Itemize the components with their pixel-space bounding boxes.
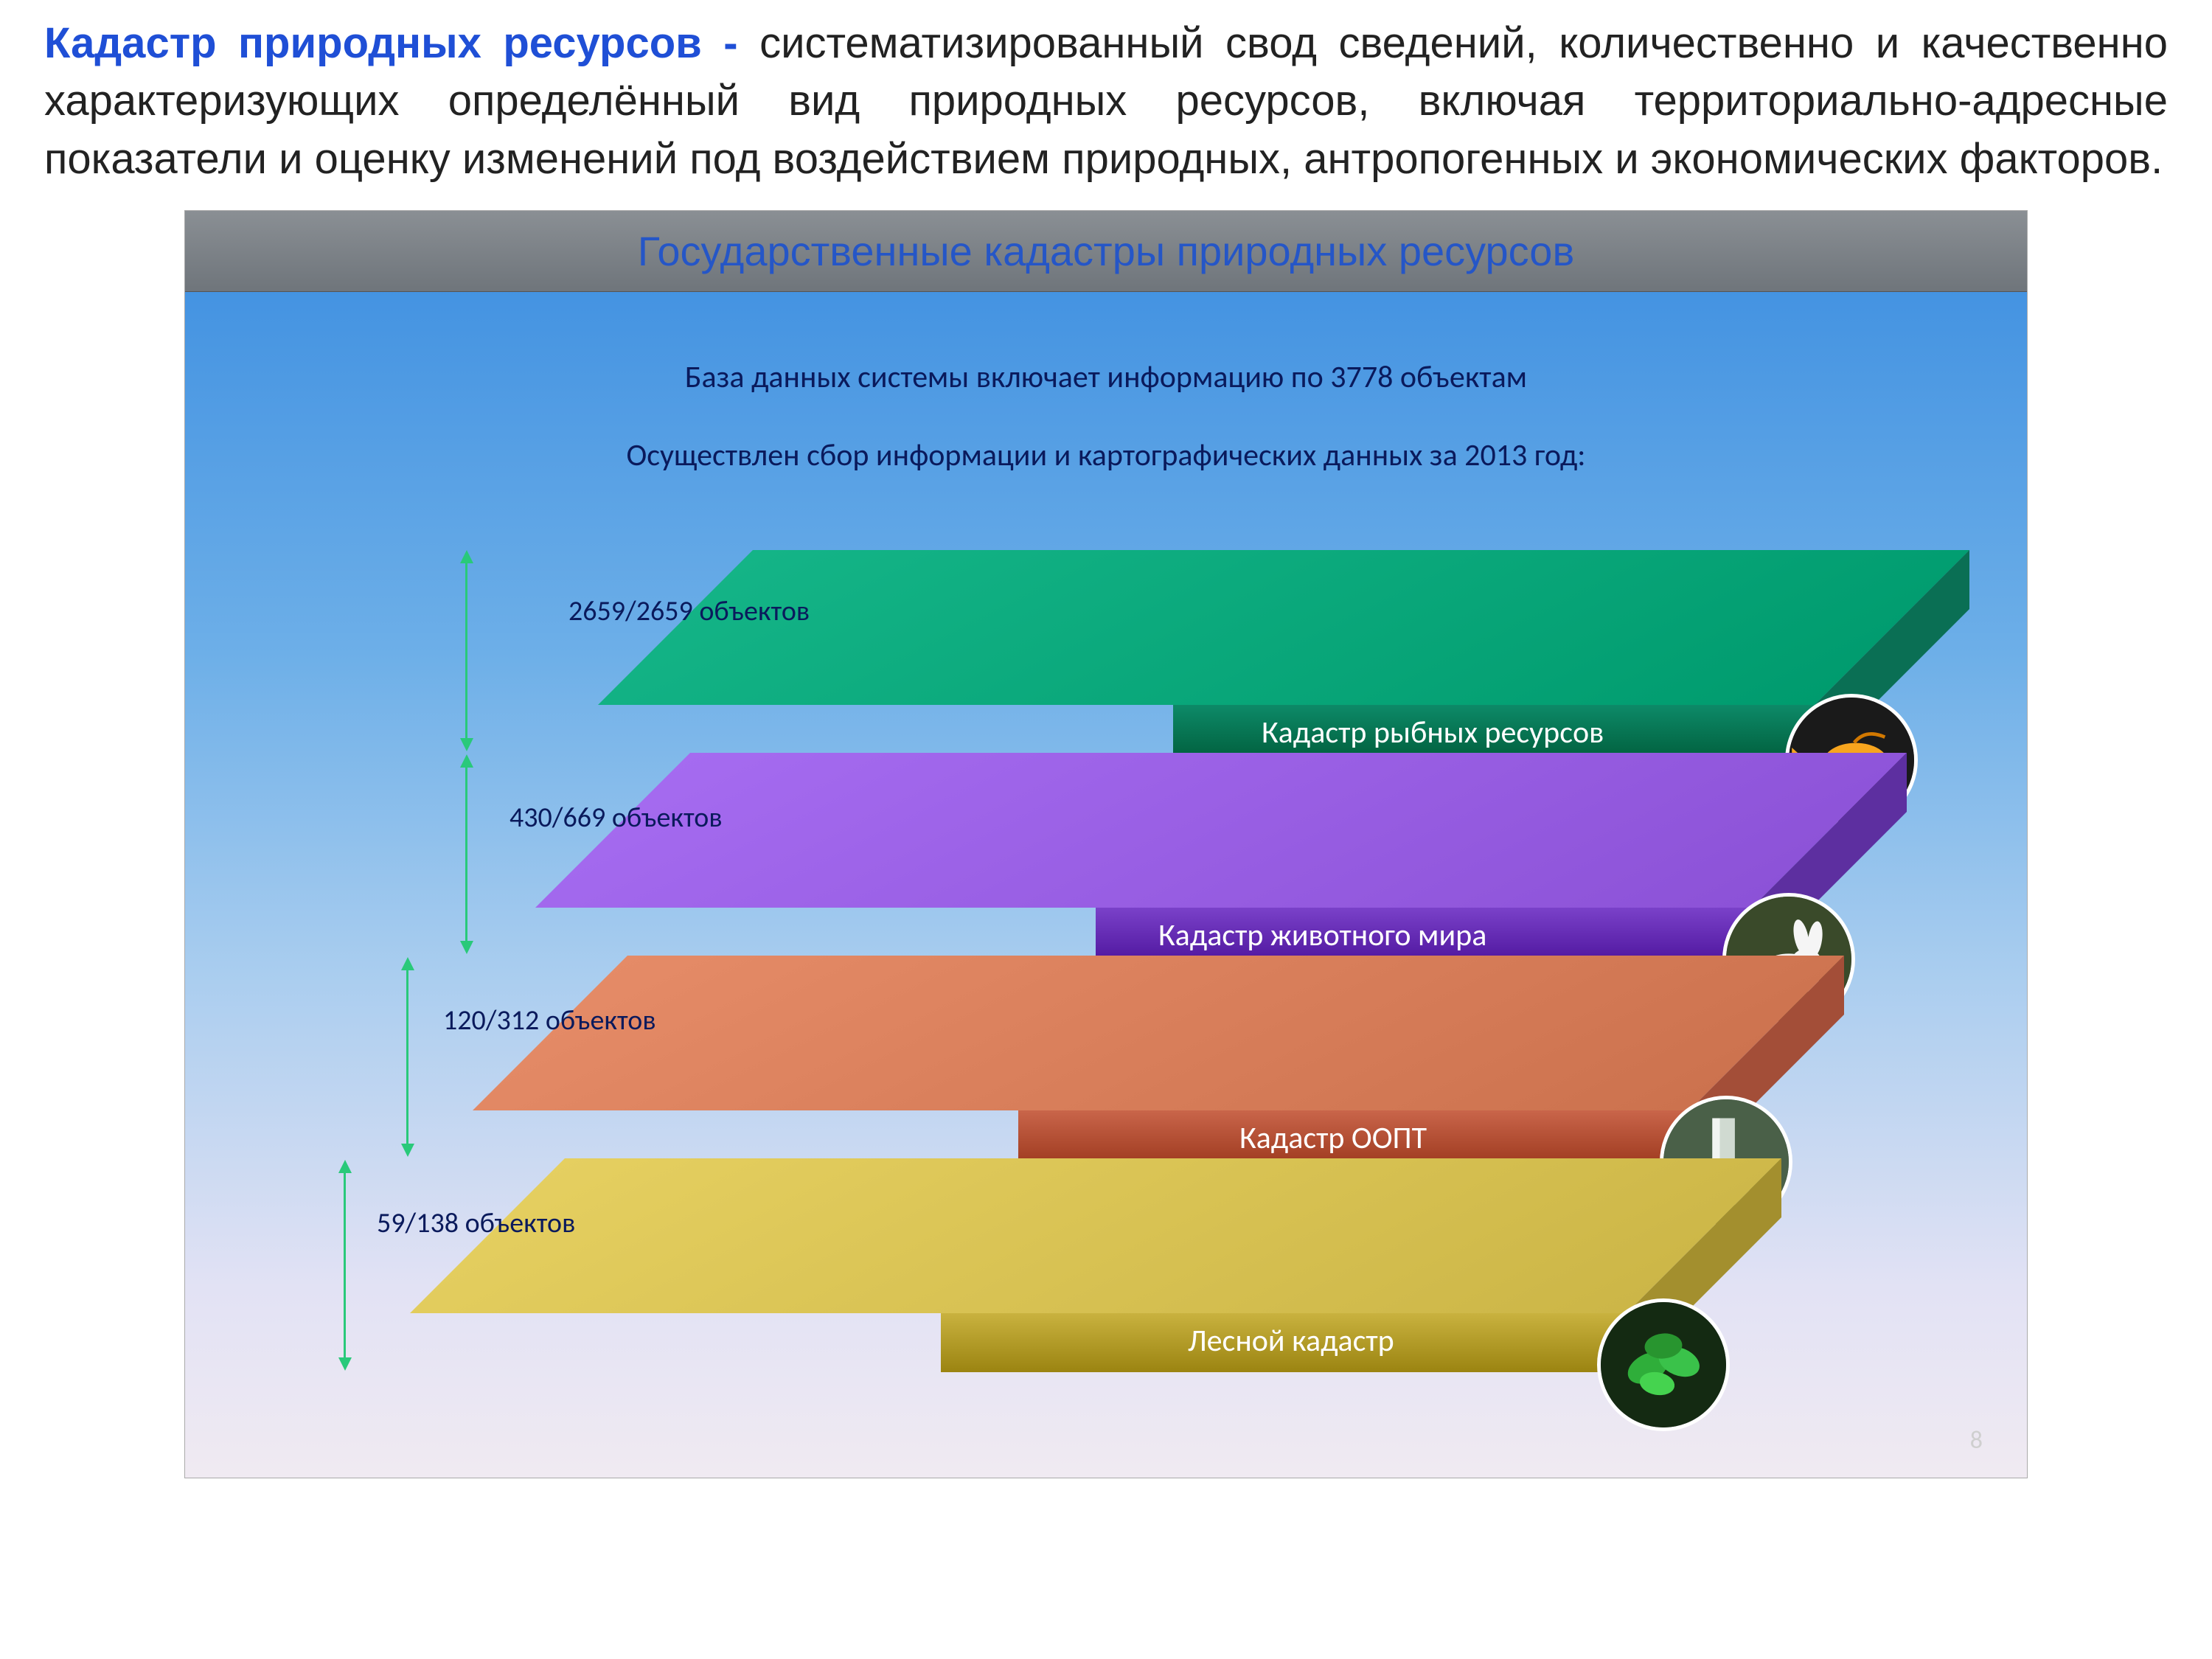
intro-paragraph: Кадастр природных ресурсов - систематизи…	[44, 15, 2168, 188]
layer-name-label: Кадастр животного мира	[1158, 917, 1486, 954]
page-number: 8	[1970, 1425, 1983, 1455]
layer-count-label: 59/138 объектов	[377, 1206, 575, 1240]
layer-name-label: Кадастр ООПТ	[1239, 1119, 1427, 1157]
figure-stage: Кадастр рыбных ресурсов 2659/2659 объекто…	[185, 211, 2027, 1478]
figure-title: Государственные кадастры природных ресур…	[638, 227, 1574, 275]
figure-subtitle-2: Осуществлен сбор информации и картографи…	[185, 437, 2027, 474]
slab-top-face	[535, 753, 1907, 908]
layer-name-label: Лесной кадастр	[1188, 1322, 1394, 1360]
cadastre-figure: Государственные кадастры природных ресур…	[184, 210, 2028, 1478]
leaves-icon	[1597, 1298, 1730, 1431]
figure-subtitle-1: База данных системы включает информацию …	[185, 358, 2027, 396]
figure-title-bar: Государственные кадастры природных ресур…	[185, 211, 2027, 292]
slab-top-face	[473, 956, 1844, 1110]
slab-top-face	[410, 1158, 1781, 1313]
layer-name-label: Кадастр рыбных ресурсов	[1262, 714, 1604, 751]
layer-count-label: 120/312 объектов	[443, 1004, 656, 1037]
intro-term: Кадастр природных ресурсов -	[44, 19, 759, 67]
layer-count-label: 2659/2659 объектов	[568, 594, 810, 628]
layer-count-label: 430/669 объектов	[509, 801, 723, 835]
